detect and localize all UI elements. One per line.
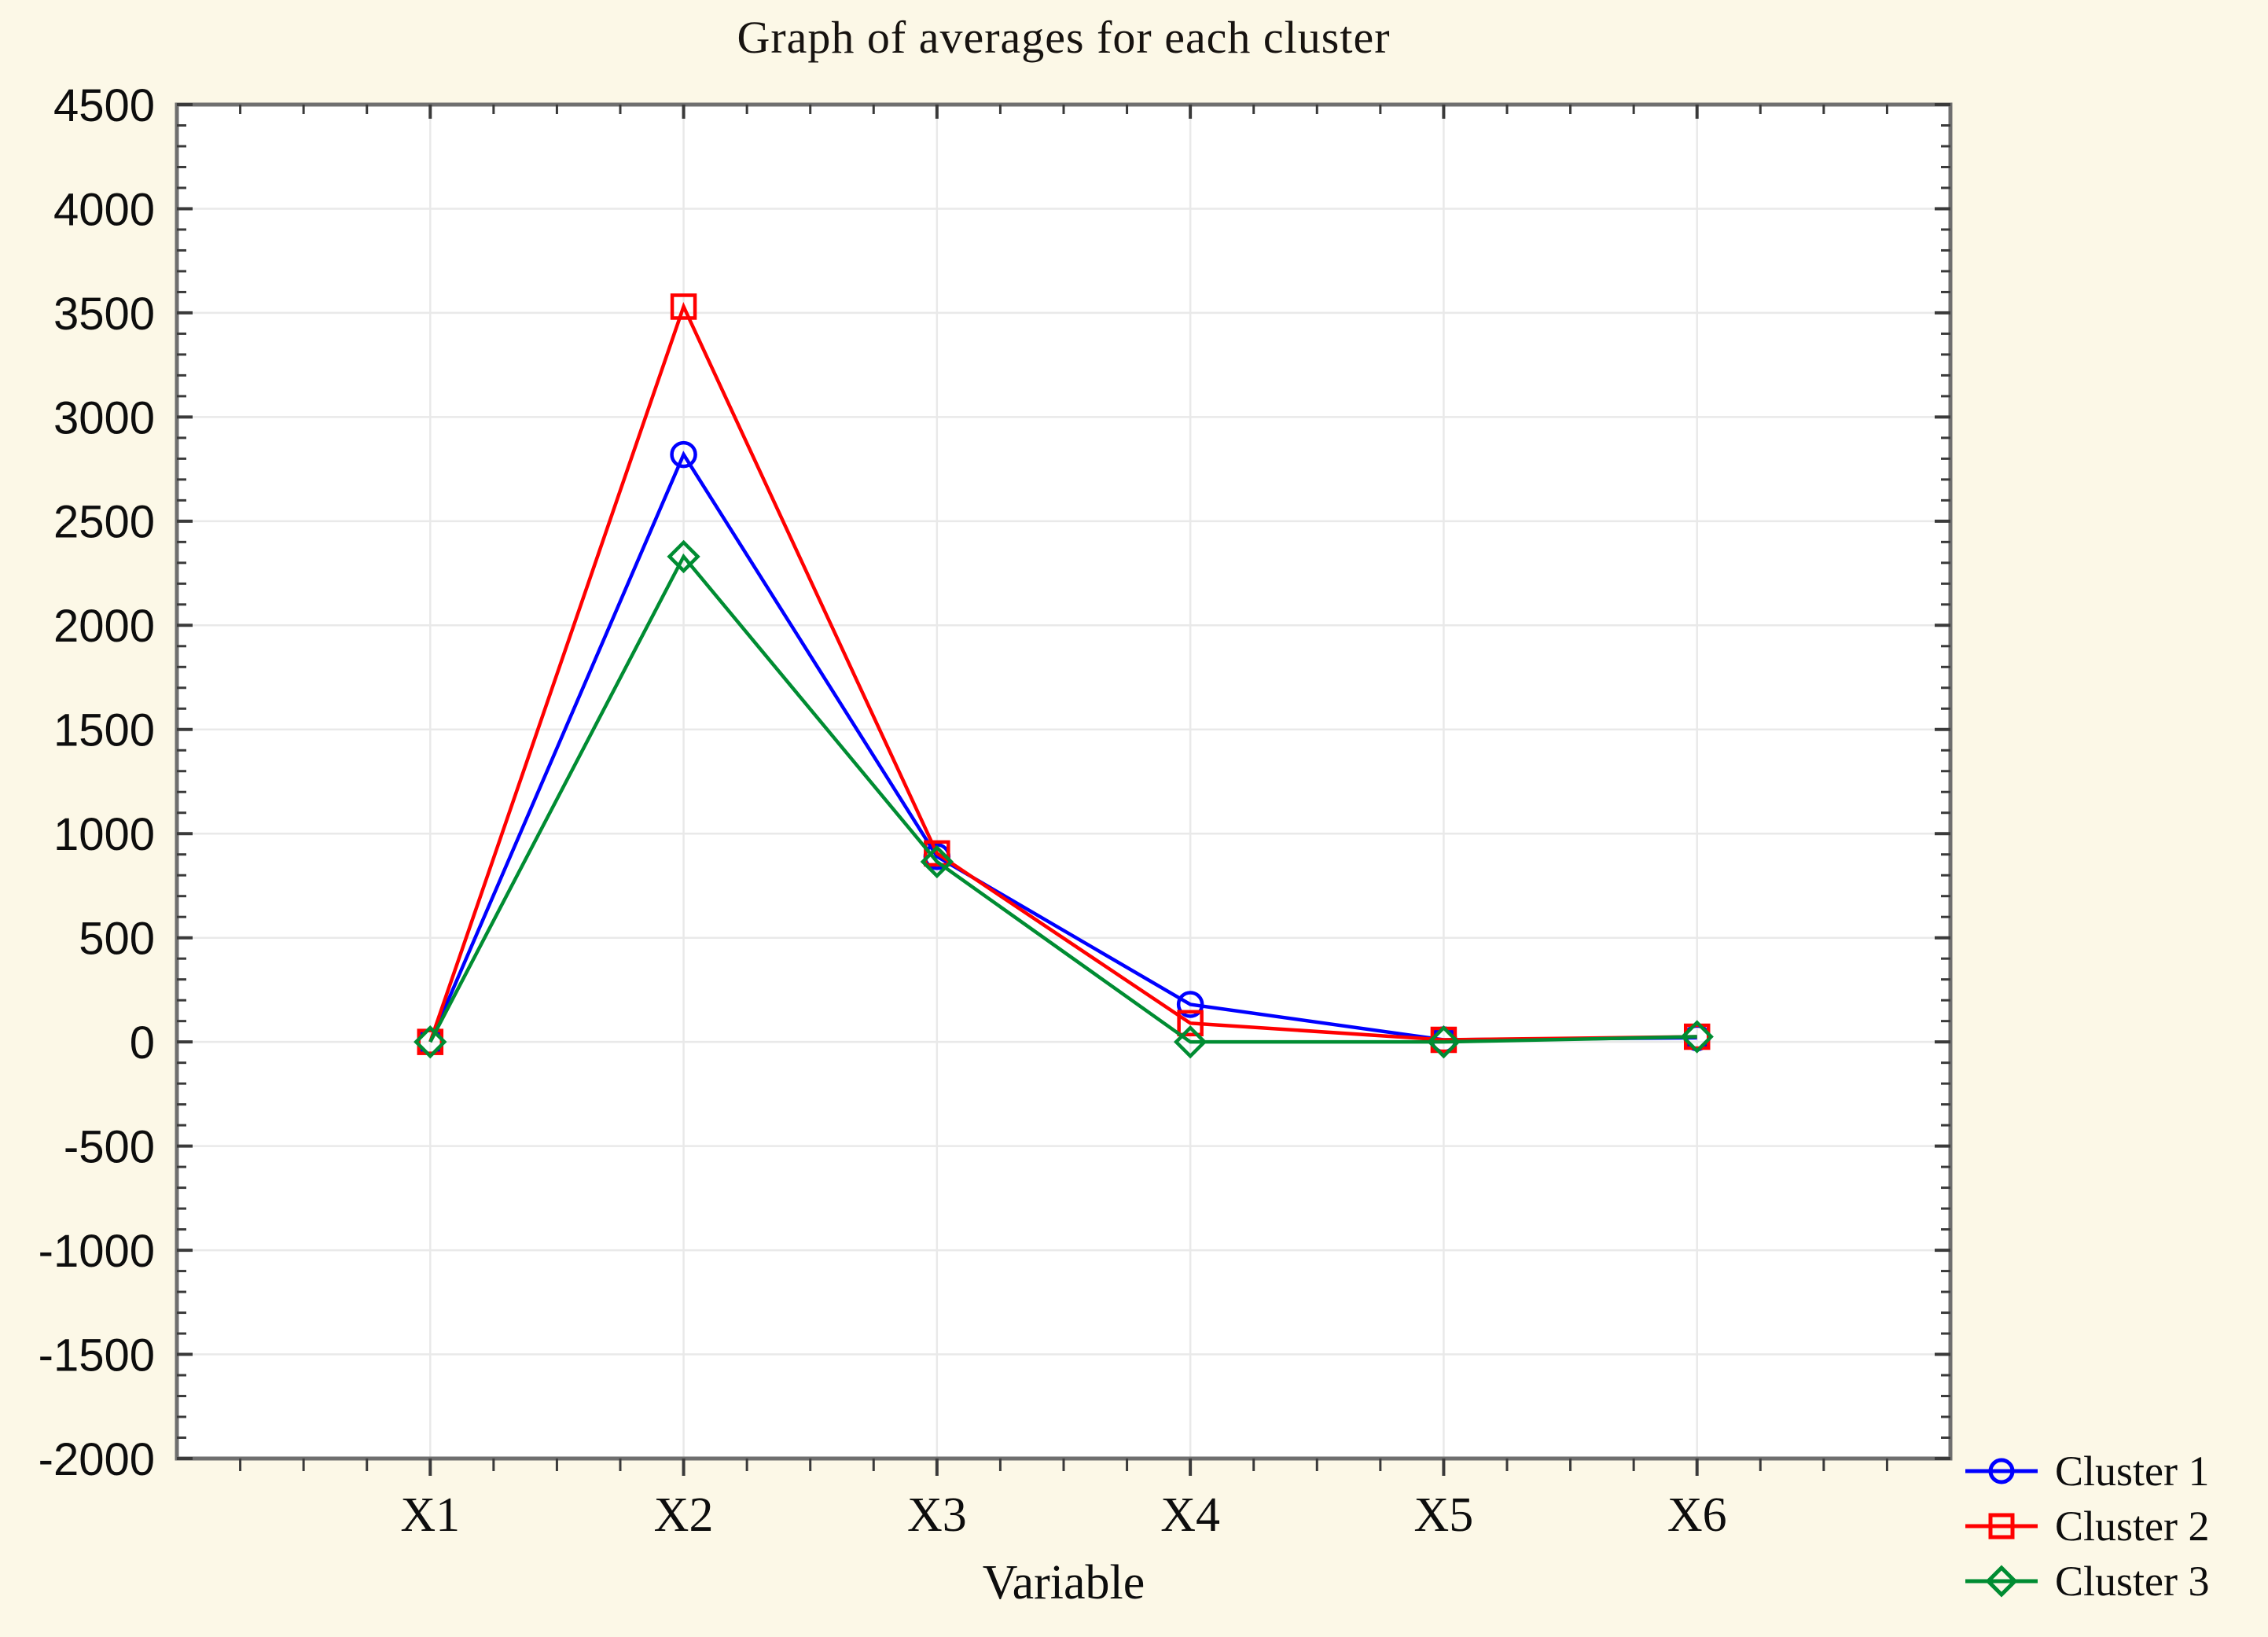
chart-title: Graph of averages for each cluster <box>737 12 1391 63</box>
legend-item-cluster-3: Cluster 3 <box>1964 1559 2210 1603</box>
legend-label: Cluster 1 <box>2055 1448 2210 1495</box>
x-tick-label: X3 <box>907 1488 967 1542</box>
y-tick-label: 1000 <box>53 809 155 860</box>
x-tick-label: X2 <box>654 1488 714 1542</box>
data-point-cluster-3 <box>1173 1025 1208 1059</box>
y-tick-label: -2000 <box>39 1434 155 1485</box>
legend-item-cluster-2: Cluster 2 <box>1964 1504 2210 1548</box>
data-point-cluster-3 <box>414 1025 447 1059</box>
x-tick-label: X1 <box>400 1488 460 1542</box>
data-point-cluster-2 <box>924 840 950 867</box>
plot-background <box>177 105 1950 1459</box>
legend: Cluster 1 Cluster 2 Cluster 3 <box>1964 1449 2210 1603</box>
data-point-cluster-3 <box>920 844 954 879</box>
y-tick-label: 1500 <box>53 705 155 756</box>
legend-item-cluster-1: Cluster 1 <box>1964 1449 2210 1493</box>
series-line-3 <box>428 553 1697 1044</box>
data-point-cluster-1 <box>1176 991 1204 1018</box>
data-point-cluster-3 <box>1680 1020 1714 1054</box>
y-tick-label: -1500 <box>39 1330 155 1381</box>
y-tick-label: -500 <box>64 1121 155 1172</box>
data-point-cluster-2 <box>417 1028 444 1055</box>
y-tick-label: 3000 <box>53 392 155 443</box>
legend-label: Cluster 3 <box>2055 1558 2210 1605</box>
x-axis-title: Variable <box>982 1556 1145 1609</box>
x-tick-label: X6 <box>1667 1488 1727 1542</box>
y-tick-label: 2000 <box>53 601 155 652</box>
data-point-cluster-1 <box>670 440 697 469</box>
circle-marker-icon <box>1965 1458 2038 1484</box>
legend-label: Cluster 2 <box>2055 1503 2210 1550</box>
y-tick-label: 2500 <box>53 497 155 548</box>
diamond-marker-icon <box>1965 1565 2038 1598</box>
y-tick-label: -1000 <box>39 1226 155 1277</box>
data-point-cluster-2 <box>670 293 697 320</box>
data-point-cluster-2 <box>1177 1010 1204 1037</box>
square-marker-icon <box>1965 1513 2038 1540</box>
x-tick-label: X4 <box>1160 1488 1220 1542</box>
y-tick-label: 0 <box>130 1017 155 1069</box>
data-point-cluster-3 <box>1427 1025 1461 1059</box>
y-tick-label: 4000 <box>53 184 155 235</box>
y-tick-label: 4500 <box>53 80 155 131</box>
y-tick-label: 3500 <box>53 289 155 340</box>
y-tick-label: 500 <box>79 914 155 965</box>
data-point-cluster-3 <box>667 539 700 574</box>
x-tick-label: X5 <box>1414 1488 1474 1542</box>
